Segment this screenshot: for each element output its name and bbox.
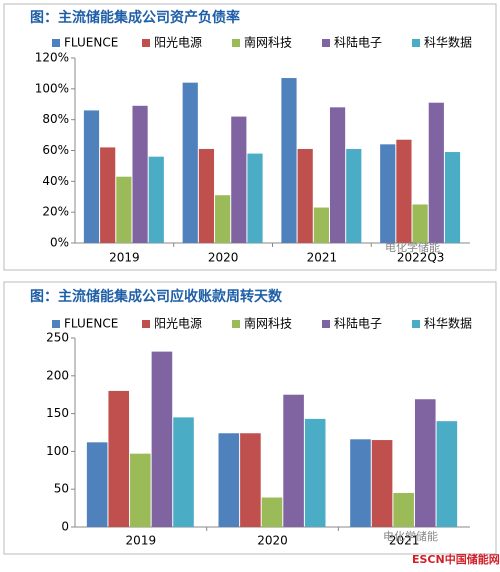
- bar: [412, 204, 428, 243]
- legend-swatch: [52, 320, 60, 328]
- bar: [346, 148, 362, 243]
- legend-swatch: [142, 39, 150, 47]
- bar: [281, 78, 297, 244]
- bar: [414, 399, 436, 527]
- bar: [100, 147, 116, 243]
- legend-label: 科华数据: [424, 316, 472, 331]
- legend-swatch: [232, 39, 240, 47]
- bar: [240, 433, 261, 527]
- watermark: 电化学储能: [385, 240, 440, 254]
- bar: [182, 82, 198, 244]
- y-tick-label: 60%: [42, 143, 69, 157]
- bar: [428, 102, 444, 243]
- bar: [215, 195, 231, 243]
- bar: [247, 153, 263, 243]
- legend-label: 南网科技: [244, 35, 292, 50]
- x-tick-label: 2019: [126, 534, 157, 548]
- legend-label: 科陆电子: [334, 35, 382, 50]
- bar: [283, 394, 304, 527]
- bar: [304, 418, 326, 527]
- bar: [218, 433, 240, 527]
- bar: [86, 442, 108, 527]
- legend-label: FLUENCE: [64, 317, 118, 331]
- bar: [329, 107, 346, 243]
- y-tick-label: 0%: [50, 236, 69, 250]
- y-tick-label: 20%: [42, 205, 69, 219]
- bar: [380, 144, 396, 243]
- y-tick-label: 100%: [35, 81, 69, 95]
- watermark: ESCN中国储能网: [412, 552, 500, 566]
- bar: [108, 390, 130, 527]
- chart-title: 图：主流储能集成公司应收账款周转天数: [30, 288, 283, 305]
- bar: [83, 110, 100, 244]
- y-tick-label: 150: [46, 406, 69, 420]
- legend-label: 南网科技: [244, 316, 292, 331]
- bar: [350, 439, 371, 527]
- legend-swatch: [52, 39, 60, 47]
- bar: [393, 492, 414, 527]
- y-tick-label: 80%: [42, 112, 69, 126]
- x-tick-label: 2019: [109, 251, 140, 265]
- y-tick-label: 120%: [35, 51, 69, 65]
- legend-swatch: [322, 39, 330, 47]
- x-tick-label: 2021: [307, 251, 338, 265]
- bar: [148, 156, 164, 243]
- x-tick-label: 2021: [389, 534, 420, 548]
- y-tick-label: 0: [61, 520, 69, 534]
- bar: [297, 148, 313, 243]
- bar: [173, 417, 194, 527]
- y-tick-label: 250: [46, 331, 69, 345]
- legend-swatch: [142, 320, 150, 328]
- legend-swatch: [322, 320, 330, 328]
- chart-title: 图：主流储能集成公司资产负债率: [30, 9, 240, 26]
- bar: [151, 351, 173, 527]
- legend-label: 科华数据: [424, 35, 472, 50]
- legend-swatch: [412, 39, 420, 47]
- bar: [261, 497, 283, 527]
- y-tick-label: 50: [54, 482, 69, 496]
- bar: [396, 139, 412, 243]
- bar: [132, 105, 148, 244]
- watermark: 电化学储能: [383, 529, 438, 543]
- legend-label: 阳光电源: [154, 317, 202, 331]
- legend-label: 阳光电源: [154, 36, 202, 50]
- bar: [371, 440, 393, 527]
- y-tick-label: 100: [46, 444, 69, 458]
- y-tick-label: 200: [46, 368, 69, 382]
- bar: [231, 116, 247, 243]
- legend-swatch: [232, 320, 240, 328]
- legend-label: FLUENCE: [64, 36, 118, 50]
- frame: [3, 281, 497, 555]
- bar: [198, 148, 215, 243]
- bar: [436, 421, 458, 527]
- bar: [116, 176, 132, 243]
- frame: [3, 3, 497, 271]
- x-tick-label: 2020: [208, 251, 239, 265]
- bar: [313, 207, 329, 243]
- legend-swatch: [412, 320, 420, 328]
- bar: [444, 152, 461, 243]
- x-tick-label: 2022Q3: [397, 251, 445, 265]
- bar: [130, 453, 151, 527]
- y-tick-label: 40%: [42, 174, 69, 188]
- x-tick-label: 2020: [257, 534, 288, 548]
- legend-label: 科陆电子: [334, 316, 382, 331]
